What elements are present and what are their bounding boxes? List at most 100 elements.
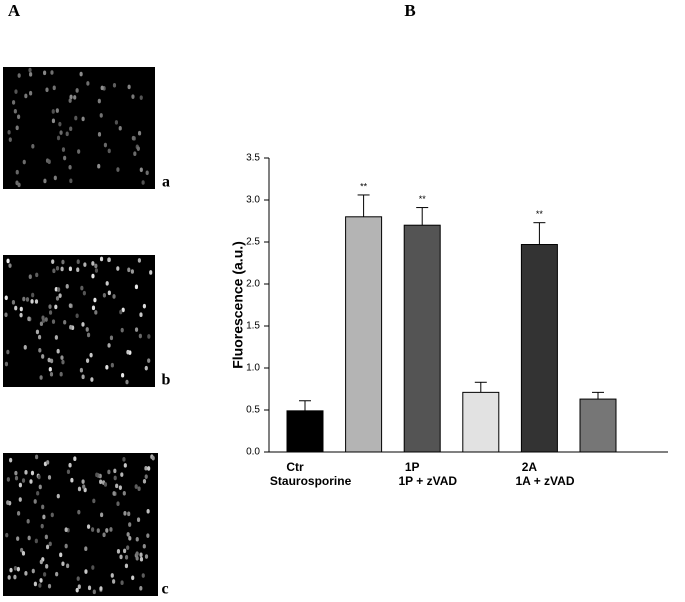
nucleus: [6, 500, 10, 505]
nucleus: [138, 333, 142, 339]
nucleus: [112, 294, 116, 299]
nucleus: [18, 497, 22, 502]
nucleus: [114, 120, 119, 125]
nucleus: [35, 454, 39, 460]
nucleus: [92, 498, 96, 504]
micrograph: [3, 67, 155, 189]
nucleus: [103, 482, 108, 487]
nucleus: [47, 583, 52, 589]
nucleus: [61, 259, 65, 265]
nucleus: [97, 98, 101, 104]
nucleus: [135, 536, 139, 542]
nucleus: [123, 511, 127, 516]
nucleus: [43, 70, 47, 76]
nucleus: [144, 465, 148, 471]
nucleus: [66, 563, 70, 569]
nucleus: [50, 358, 54, 364]
nucleus: [137, 258, 141, 263]
nucleus: [33, 581, 37, 587]
nucleus: [136, 517, 141, 523]
nucleus: [8, 263, 12, 268]
nucleus: [47, 159, 51, 165]
nucleus: [29, 72, 33, 77]
bar: [345, 216, 383, 453]
nucleus: [107, 148, 111, 154]
x-tick-label: 1P + zVAD: [399, 474, 458, 488]
nucleus: [64, 527, 68, 532]
nucleus: [61, 359, 65, 365]
nucleus: [73, 456, 77, 462]
nucleus: [92, 589, 96, 595]
nucleus: [60, 355, 64, 360]
nucleus: [54, 335, 58, 340]
nucleus: [53, 175, 57, 181]
nucleus: [93, 297, 97, 303]
nucleus: [136, 146, 140, 151]
nucleus: [107, 343, 111, 348]
nucleus: [82, 484, 86, 489]
nucleus: [127, 84, 131, 90]
nucleus: [105, 364, 109, 370]
nucleus: [144, 365, 148, 371]
panel-label: A: [8, 1, 21, 20]
nucleus: [149, 270, 153, 275]
nucleus: [75, 88, 79, 93]
nucleus: [9, 567, 13, 573]
y-axis-label: Fluorescence (a.u.): [230, 241, 246, 369]
nucleus: [45, 564, 49, 569]
nucleus: [134, 327, 139, 332]
nucleus: [69, 324, 73, 330]
nucleus: [103, 142, 108, 148]
nucleus: [75, 587, 79, 593]
nucleus: [17, 114, 21, 120]
bar: [403, 224, 441, 453]
nucleus: [144, 474, 148, 479]
nucleus: [52, 85, 56, 91]
nucleus: [69, 178, 73, 184]
nucleus: [77, 509, 81, 515]
nucleus: [131, 575, 135, 581]
nucleus: [31, 568, 35, 574]
nucleus: [133, 151, 137, 157]
nucleus: [81, 479, 85, 484]
nucleus: [31, 143, 35, 149]
nucleus: [91, 261, 95, 266]
nucleus: [86, 524, 91, 529]
nucleus: [91, 527, 95, 532]
nucleus: [22, 159, 26, 165]
nucleus: [55, 265, 60, 271]
nucleus: [9, 457, 13, 463]
nucleus: [16, 536, 20, 541]
nucleus: [142, 478, 147, 484]
x-tick-label: 1A + zVAD: [515, 474, 574, 488]
nucleus: [48, 541, 52, 547]
nucleus: [47, 475, 52, 480]
nucleus: [94, 263, 98, 269]
significance: **: [536, 209, 544, 219]
nucleus: [24, 93, 28, 99]
nucleus: [122, 457, 126, 462]
nucleus: [109, 527, 113, 532]
nucleus: [119, 554, 123, 560]
nucleus: [68, 266, 73, 272]
nucleus: [60, 266, 64, 272]
y-tick-label: 3.5: [246, 153, 260, 164]
nucleus: [34, 538, 38, 544]
nucleus: [45, 87, 49, 93]
nucleus: [139, 552, 143, 558]
nucleus: [128, 522, 132, 527]
nucleus: [14, 470, 18, 476]
nucleus: [86, 332, 91, 338]
nucleus: [144, 554, 149, 559]
nucleus: [24, 571, 28, 576]
nucleus: [137, 486, 141, 492]
nucleus: [79, 71, 83, 77]
nucleus: [120, 327, 124, 333]
nucleus: [105, 281, 109, 286]
y-tick-label: 2.5: [246, 237, 260, 248]
nucleus: [100, 85, 104, 91]
nucleus: [8, 137, 12, 142]
nucleus: [134, 484, 138, 489]
nucleus: [61, 561, 65, 567]
nucleus: [113, 475, 117, 481]
